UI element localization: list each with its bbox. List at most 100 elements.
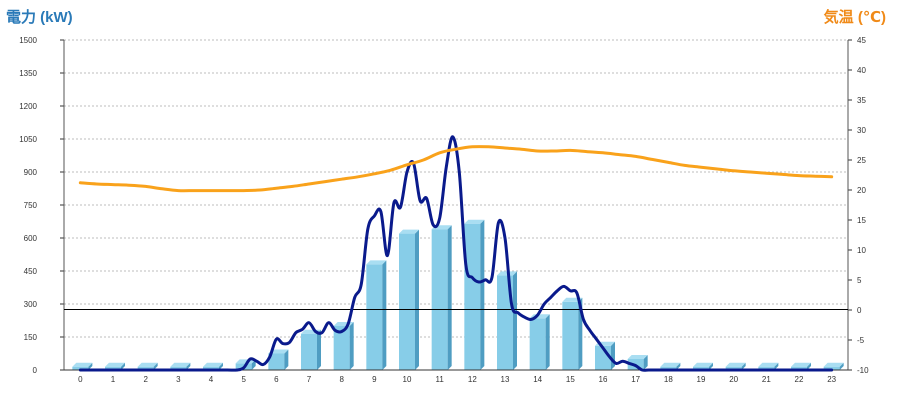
power-bar-top: [464, 219, 485, 224]
bar-series: [72, 219, 844, 370]
power-bar-side: [545, 314, 550, 370]
x-tick-label: 6: [274, 375, 279, 384]
right-tick-label: 0: [857, 306, 862, 315]
right-tick-label: 15: [857, 216, 866, 225]
power-bar-side: [186, 362, 191, 370]
right-tick-label: 40: [857, 66, 866, 75]
power-bar: [366, 264, 383, 370]
power-bar: [170, 366, 187, 370]
power-bar: [137, 366, 154, 370]
left-tick-label: 1050: [19, 135, 37, 144]
power-bar: [464, 223, 481, 370]
power-bar-side: [709, 362, 713, 370]
power-bar-top: [105, 362, 125, 367]
left-axis-title: 電力 (kW): [6, 9, 73, 26]
power-bar-side: [513, 271, 517, 370]
power-bar-side: [121, 362, 125, 370]
right-tick-label: 10: [857, 246, 866, 255]
left-tick-label: 600: [24, 234, 38, 243]
temperature-line: [78, 145, 834, 193]
power-bar-side: [480, 219, 485, 370]
power-bar-side: [643, 355, 648, 370]
power-bar-top: [399, 229, 419, 234]
power-bar-side: [382, 260, 387, 370]
grid-layer: [64, 39, 848, 338]
x-tick-label: 7: [307, 375, 312, 384]
left-tick-label: 0: [33, 366, 38, 375]
power-bar-side: [153, 362, 158, 370]
tick-labels: 01503004506007509001050120013501500-10-5…: [19, 36, 869, 384]
power-bar-top: [627, 355, 648, 359]
power-bar: [758, 366, 775, 370]
power-bar-side: [774, 362, 779, 370]
power-bar: [497, 275, 513, 370]
power-bar-top: [791, 362, 811, 367]
power-bar-top: [693, 362, 713, 367]
power-bar: [399, 233, 415, 370]
right-tick-label: 5: [857, 276, 862, 285]
power-bar-top: [758, 362, 779, 367]
x-tick-label: 12: [468, 375, 477, 384]
power-bar: [562, 301, 579, 370]
power-bar: [529, 318, 546, 370]
x-tick-label: 15: [566, 375, 575, 384]
x-tick-label: 1: [111, 375, 116, 384]
power-bar: [333, 326, 350, 370]
x-tick-label: 16: [599, 375, 608, 384]
power-bar-side: [317, 329, 321, 370]
power-bar-side: [447, 225, 452, 370]
power-bar: [72, 366, 89, 370]
power-bar: [268, 353, 285, 370]
x-tick-label: 9: [372, 375, 377, 384]
x-tick-label: 4: [209, 375, 214, 384]
right-tick-label: -5: [857, 336, 865, 345]
x-tick-label: 11: [436, 375, 445, 384]
x-tick-label: 14: [533, 375, 542, 384]
x-tick-label: 10: [403, 375, 412, 384]
x-tick-label: 17: [631, 375, 640, 384]
power-line: [78, 135, 834, 372]
right-axis-title: 気温 (℃): [823, 9, 886, 26]
power-bar: [105, 366, 121, 370]
power-bar-top: [823, 362, 844, 367]
power-bar-top: [725, 362, 746, 367]
x-tick-label: 2: [143, 375, 148, 384]
power-bar: [660, 366, 677, 370]
x-tick-label: 22: [795, 375, 804, 384]
x-tick-label: 3: [176, 375, 181, 384]
power-bar-side: [284, 349, 289, 370]
x-tick-label: 23: [827, 375, 836, 384]
x-tick-label: 0: [78, 375, 83, 384]
x-tick-label: 5: [241, 375, 246, 384]
x-tick-label: 18: [664, 375, 673, 384]
power-bar-side: [251, 359, 256, 370]
left-tick-label: 300: [24, 300, 38, 309]
right-tick-label: 45: [857, 36, 866, 45]
power-bar: [301, 333, 317, 370]
line-series: [78, 135, 834, 372]
x-tick-label: 20: [729, 375, 738, 384]
power-bar-side: [741, 362, 746, 370]
power-bar-side: [88, 362, 93, 370]
power-bar-side: [676, 362, 681, 370]
x-tick-label: 21: [762, 375, 771, 384]
right-tick-label: 20: [857, 186, 866, 195]
left-tick-label: 900: [24, 168, 38, 177]
x-tick-label: 8: [339, 375, 344, 384]
power-bar-top: [660, 362, 681, 367]
right-tick-label: 30: [857, 126, 866, 135]
left-tick-label: 1200: [19, 102, 37, 111]
power-bar-side: [611, 341, 615, 370]
x-tick-label: 13: [501, 375, 510, 384]
power-bar-top: [366, 260, 387, 265]
power-bar-side: [839, 362, 844, 370]
power-bar-side: [415, 229, 419, 370]
right-tick-label: -10: [857, 366, 869, 375]
power-bar: [203, 366, 219, 370]
power-bar-top: [170, 362, 191, 367]
left-tick-label: 450: [24, 267, 38, 276]
left-tick-label: 750: [24, 201, 38, 210]
right-tick-label: 25: [857, 156, 866, 165]
power-bar-top: [72, 362, 93, 367]
